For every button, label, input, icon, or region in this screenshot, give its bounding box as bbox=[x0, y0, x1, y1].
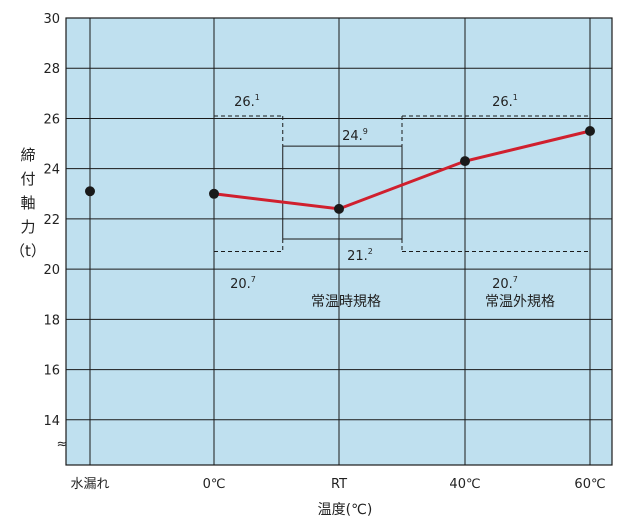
y-axis-label-char: 軸 bbox=[20, 194, 35, 212]
y-tick-label: 18 bbox=[43, 313, 60, 328]
series-line bbox=[213, 129, 591, 211]
data-point bbox=[585, 126, 595, 137]
y-tick-label: 22 bbox=[43, 213, 60, 228]
x-tick-label: 40℃ bbox=[449, 477, 480, 492]
x-tick-label: 水漏れ bbox=[70, 476, 109, 492]
axis-break-icon: ≈ bbox=[57, 437, 68, 452]
spec-value-label: 20.7 bbox=[492, 275, 518, 292]
y-axis-label-char: 付 bbox=[20, 170, 35, 188]
y-tick-label: 16 bbox=[43, 364, 60, 379]
y-axis-label-char: 締 bbox=[20, 146, 35, 164]
spec-value-label: 26.1 bbox=[492, 93, 518, 110]
y-tick-label: 30 bbox=[43, 12, 60, 27]
data-point bbox=[460, 156, 470, 167]
data-point bbox=[85, 186, 95, 197]
y-axis-label-char: 力 bbox=[20, 218, 35, 236]
x-tick-label: RT bbox=[331, 477, 347, 492]
x-tick-label: 0℃ bbox=[203, 477, 226, 492]
plot-frame bbox=[65, 17, 613, 466]
y-tick-label: 26 bbox=[43, 112, 60, 127]
y-axis-label-char: （t） bbox=[10, 242, 46, 260]
y-tick-label: 20 bbox=[43, 263, 60, 278]
x-axis-label: 温度(℃) bbox=[318, 502, 373, 518]
data-point bbox=[334, 203, 344, 214]
spec-value-label: 21.2 bbox=[347, 247, 373, 264]
y-tick-label: 28 bbox=[43, 62, 60, 77]
spec-value-label: 24.9 bbox=[342, 127, 368, 144]
y-tick-label: 14 bbox=[43, 414, 60, 429]
data-point bbox=[209, 188, 219, 199]
region-label-out-of-room-temp: 常温外規格 bbox=[485, 294, 555, 310]
spec-value-label: 20.7 bbox=[230, 275, 256, 292]
x-tick-label: 60℃ bbox=[574, 477, 605, 492]
y-tick-label: 24 bbox=[43, 163, 60, 178]
region-label-room-temp: 常温時規格 bbox=[311, 294, 381, 310]
spec-value-label: 26.1 bbox=[234, 93, 260, 110]
